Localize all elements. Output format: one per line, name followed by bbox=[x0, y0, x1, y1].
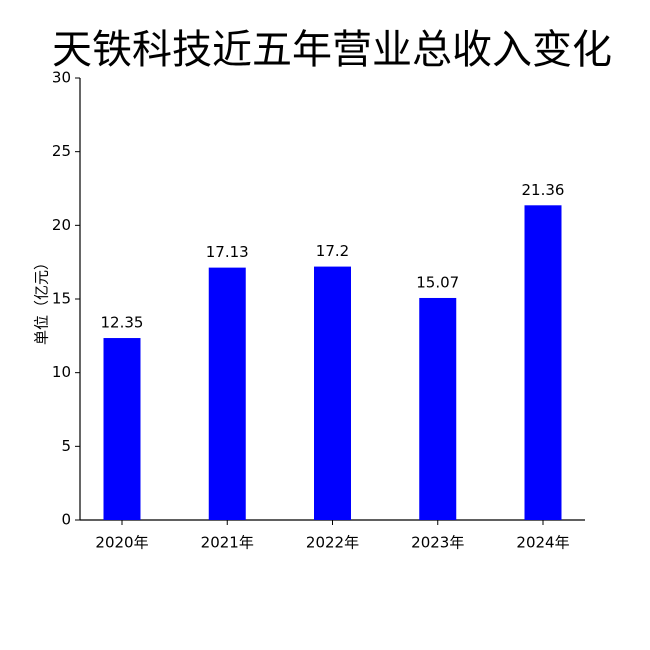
y-tick-label: 15 bbox=[52, 290, 71, 308]
x-tick-label: 2021年 bbox=[201, 534, 254, 552]
y-tick-label: 25 bbox=[52, 142, 71, 160]
data-label: 17.13 bbox=[206, 243, 249, 261]
x-tick-label: 2024年 bbox=[516, 534, 569, 552]
y-tick-label: 20 bbox=[52, 216, 71, 234]
y-axis-label: 单位（亿元） bbox=[33, 255, 51, 345]
y-tick-label: 10 bbox=[52, 363, 71, 381]
x-tick-label: 2022年 bbox=[306, 534, 359, 552]
data-label: 21.36 bbox=[522, 181, 565, 199]
bar bbox=[524, 205, 562, 520]
bar bbox=[419, 297, 457, 520]
chart-title: 天铁科技近五年营业总收入变化 bbox=[52, 27, 612, 73]
x-tick-label: 2023年 bbox=[411, 534, 464, 552]
bar bbox=[314, 266, 351, 520]
data-label: 17.2 bbox=[316, 242, 349, 260]
bar bbox=[208, 267, 246, 520]
bar bbox=[103, 338, 141, 520]
data-label: 15.07 bbox=[416, 273, 459, 291]
x-tick-label: 2020年 bbox=[95, 534, 148, 552]
y-tick-label: 30 bbox=[52, 69, 71, 87]
y-tick-label: 5 bbox=[61, 437, 71, 455]
y-tick-label: 0 bbox=[61, 511, 71, 529]
data-label: 12.35 bbox=[101, 314, 144, 332]
